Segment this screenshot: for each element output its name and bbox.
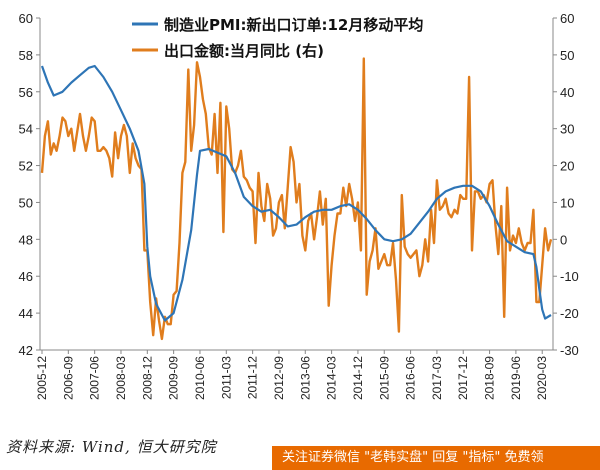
x-tick-label: 2020-03	[535, 356, 549, 400]
series-lines	[40, 57, 553, 341]
left-tick-label: 60	[19, 11, 33, 26]
x-tick-label: 2013-06	[298, 356, 312, 400]
x-tick-label: 2011-03	[219, 356, 233, 399]
x-tick-label: 2016-06	[404, 356, 418, 400]
x-tick-label: 2014-03	[325, 356, 339, 400]
x-tick-label: 2009-09	[167, 356, 181, 400]
x-tick-label: 2005-12	[35, 356, 49, 400]
right-tick-label: -10	[560, 269, 579, 284]
left-tick-label: 48	[19, 232, 33, 247]
right-tick-label: -20	[560, 306, 579, 321]
x-tick-label: 2014-12	[351, 356, 365, 400]
x-tick-label: 2019-06	[509, 356, 523, 400]
x-tick-label: 2015-09	[377, 356, 391, 400]
left-tick-label: 46	[19, 269, 33, 284]
left-tick-label: 56	[19, 85, 33, 100]
right-tick-label: 20	[560, 159, 574, 174]
x-tick-label: 2008-03	[114, 356, 128, 400]
right-tick-label: 50	[560, 48, 574, 63]
right-tick-label: 30	[560, 122, 574, 137]
left-tick-label: 50	[19, 195, 33, 210]
promo-banner[interactable]: 关注证券微信 "老韩实盘" 回复 "指标" 免费领	[272, 446, 600, 470]
export-yoy-line	[40, 57, 553, 341]
x-tick-label: 2007-06	[88, 356, 102, 400]
x-tick-label: 2011-12	[246, 356, 260, 399]
left-tick-label: 58	[19, 48, 33, 63]
x-tick-label: 2008-12	[140, 356, 154, 400]
legend-label: 出口金额:当月同比 (右)	[164, 42, 324, 60]
left-tick-label: 44	[19, 306, 33, 321]
x-tick-label: 2006-09	[61, 356, 75, 400]
x-tick-label: 2017-03	[430, 356, 444, 400]
left-y-ticks: 42 44 46 48 50 52 54 56 58 60	[19, 11, 40, 358]
x-tick-label: 2017-12	[456, 356, 470, 400]
chart-area: 42 44 46 48 50 52 54 56 58 60 -30 -20 -10 0 10 20 30 40 5…	[19, 11, 579, 400]
right-tick-label: 10	[560, 195, 574, 210]
x-tick-label: 2018-09	[483, 356, 497, 400]
right-tick-label: 60	[560, 11, 574, 26]
right-tick-label: 0	[560, 232, 567, 247]
x-tick-label: 2010-06	[193, 356, 207, 400]
pmi-export-orders-line	[40, 64, 552, 322]
right-tick-label: 40	[560, 85, 574, 100]
left-tick-label: 54	[19, 122, 33, 137]
legend-label: 制造业PMI:新出口订单:12月移动平均	[164, 16, 423, 34]
left-tick-label: 52	[19, 159, 33, 174]
x-tick-label: 2012-09	[272, 356, 286, 400]
x-ticks: 2005-12 2006-09 2007-06 2008-03 2008-12 2009-…	[35, 350, 549, 400]
source-note: 资料来源: Wind, 恒大研究院	[6, 438, 217, 456]
right-tick-label: -30	[560, 343, 579, 358]
left-tick-label: 42	[19, 343, 33, 358]
right-y-ticks: -30 -20 -10 0 10 20 30 40 50 60	[553, 11, 579, 358]
